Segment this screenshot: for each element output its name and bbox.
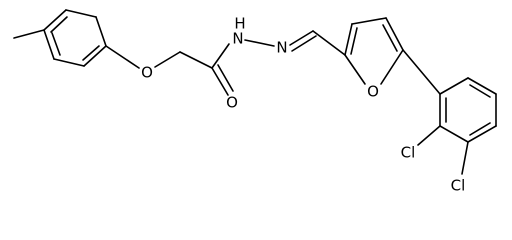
bond [344, 54, 366, 85]
bond [439, 77, 469, 95]
atom-label: Cl [401, 144, 416, 162]
bond [385, 17, 404, 51]
atom-label: Cl [451, 177, 466, 195]
bond [179, 51, 213, 69]
bond [467, 125, 497, 143]
bond [344, 23, 353, 56]
bond [461, 141, 469, 175]
bond [95, 16, 107, 47]
bond [13, 29, 45, 39]
bond [382, 24, 398, 52]
bond [289, 30, 314, 46]
bond [291, 35, 317, 52]
bond [53, 58, 85, 67]
atom-label: O [141, 64, 153, 82]
bond [105, 45, 140, 69]
bond [244, 39, 275, 47]
bond [65, 9, 97, 18]
bond [439, 125, 469, 143]
bond [467, 77, 497, 95]
atom-label: O [226, 94, 238, 112]
bond [351, 17, 387, 25]
bond [51, 32, 61, 56]
bond [350, 27, 358, 55]
bonds [13, 9, 497, 175]
bond [43, 29, 55, 60]
bond [469, 84, 491, 98]
bond [154, 51, 181, 68]
bond [402, 49, 441, 95]
atom-label: O [367, 83, 379, 101]
atom-label: H [234, 15, 245, 33]
bond [217, 64, 234, 92]
atom-label: N [276, 39, 287, 57]
bond [43, 9, 67, 31]
bond [417, 125, 441, 146]
molecule: O O H N N O Cl Cl [13, 9, 497, 195]
bond [50, 16, 68, 33]
bond [83, 45, 107, 67]
bond [211, 43, 230, 69]
page: O O H N N O Cl Cl (() => { const data = … [13, 9, 497, 195]
bond [211, 67, 229, 96]
bond [82, 45, 100, 61]
bond [469, 122, 491, 136]
bond [380, 49, 404, 85]
bond [312, 30, 346, 56]
atom-label: N [232, 30, 243, 48]
